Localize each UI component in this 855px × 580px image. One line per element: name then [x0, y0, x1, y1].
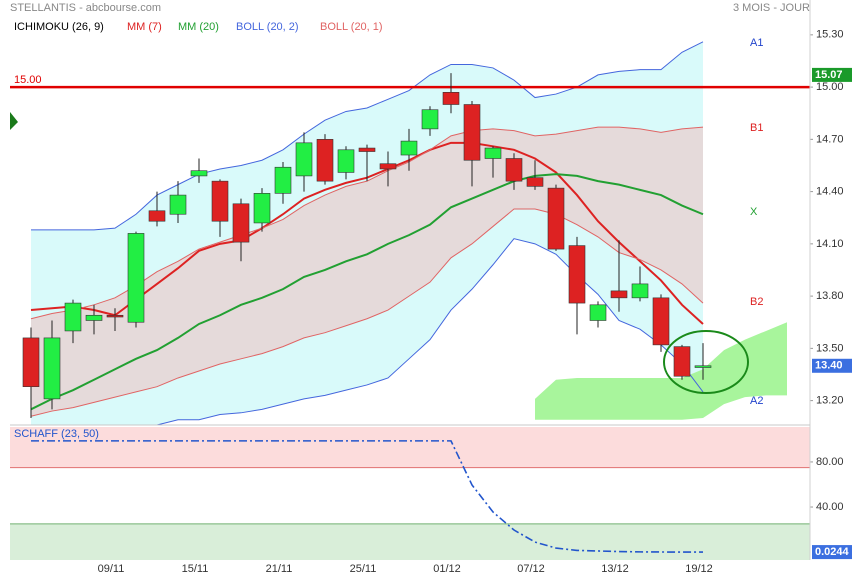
candle-body [589, 304, 607, 321]
candle-body [547, 187, 565, 250]
source: STELLANTIS - abcbourse.com [10, 2, 161, 14]
candle-body [484, 147, 502, 159]
arrow-icon [10, 112, 18, 130]
candle-body [295, 142, 313, 177]
ichimoku-label: B1 [750, 122, 763, 134]
ichimoku-label: B2 [750, 296, 763, 308]
candle-body [337, 149, 355, 173]
period: 3 MOIS - JOUR [733, 2, 810, 14]
y-tick-label: 15.30 [816, 29, 844, 41]
candle-body [316, 139, 334, 182]
candle-body [421, 109, 439, 130]
moving-average [30, 173, 704, 411]
x-tick-label: 09/11 [98, 563, 125, 575]
y-tick-label: 13.50 [816, 342, 844, 354]
candle-body [652, 297, 670, 346]
oversold-zone [10, 523, 810, 560]
candle-body [22, 337, 40, 387]
schaff-panel [10, 427, 810, 560]
candle-body [694, 365, 712, 368]
candle-body [610, 290, 628, 299]
candle-body [400, 140, 418, 156]
x-tick-label: 25/11 [350, 563, 377, 575]
price-marker-label: 15.07 [815, 69, 843, 81]
price-panel [10, 41, 810, 425]
legend-entry: BOLL (20, 1) [320, 21, 383, 33]
candle-body [211, 180, 229, 222]
x-tick-label: 13/12 [601, 563, 629, 575]
price-marker-label: 13.40 [815, 360, 843, 372]
band-lower [30, 208, 704, 417]
candle-body [190, 170, 208, 177]
legend-entry: BOLL (20, 2) [236, 21, 299, 33]
x-tick-label: 01/12 [433, 563, 461, 575]
indicator-line [31, 440, 704, 553]
ichimoku-label: A2 [750, 395, 763, 407]
annotation-ellipse [663, 330, 749, 394]
overbought-zone [10, 427, 810, 468]
indicator-title: SCHAFF (23, 50) [14, 428, 99, 440]
ichimoku-cloud [535, 322, 787, 420]
y-tick-label: 14.40 [816, 186, 844, 198]
x-tick-label: 21/11 [266, 563, 293, 575]
candle-body [442, 92, 460, 105]
price-marker [812, 358, 852, 373]
candle-body [169, 194, 187, 215]
candle-body [505, 158, 523, 182]
value-marker-label: 0.0244 [815, 546, 850, 558]
y-tick-label: 14.10 [816, 238, 844, 250]
y-tick-label: 15.00 [816, 81, 844, 93]
price-marker [812, 67, 852, 82]
candle-body [673, 346, 691, 377]
y-tick-label: 14.70 [816, 133, 844, 145]
level-label: 15.00 [14, 74, 42, 86]
candle-body [43, 337, 61, 400]
overlay: 15.00 15.30 15.00 14.70 14.40 14.10 13.80 13.50… [14, 29, 852, 575]
value-marker [812, 545, 852, 560]
candle-body [568, 245, 586, 304]
y-tick-label: 13.20 [816, 395, 844, 407]
legend-entry: MM (20) [178, 21, 219, 33]
ichimoku-label: A1 [750, 37, 763, 49]
candle-body [106, 314, 124, 318]
candle-body [274, 166, 292, 194]
candle-body [379, 163, 397, 170]
candle-body [463, 104, 481, 161]
candle-body [358, 147, 376, 152]
x-tick-label: 15/11 [182, 563, 209, 575]
legend-entry: ICHIMOKU (26, 9) [14, 21, 104, 33]
candle-body [64, 302, 82, 332]
candle-body [232, 203, 250, 243]
x-tick-label: 19/12 [685, 563, 713, 575]
ichimoku-label: X [750, 206, 758, 218]
band-upper [31, 41, 704, 231]
y-tick-label: 80.00 [816, 456, 844, 468]
legend-entry: MM (7) [127, 21, 162, 33]
candle-body [526, 177, 544, 187]
y-tick-label: 13.80 [816, 290, 844, 302]
x-tick-label: 07/12 [517, 563, 545, 575]
candle-body [253, 193, 271, 224]
y-tick-label: 40.00 [816, 501, 844, 513]
candle-body [85, 314, 103, 321]
candle-body [127, 233, 145, 323]
band-fill [31, 127, 703, 417]
candle-body [148, 210, 166, 222]
candle-body [631, 283, 649, 299]
band-lower [31, 238, 704, 425]
